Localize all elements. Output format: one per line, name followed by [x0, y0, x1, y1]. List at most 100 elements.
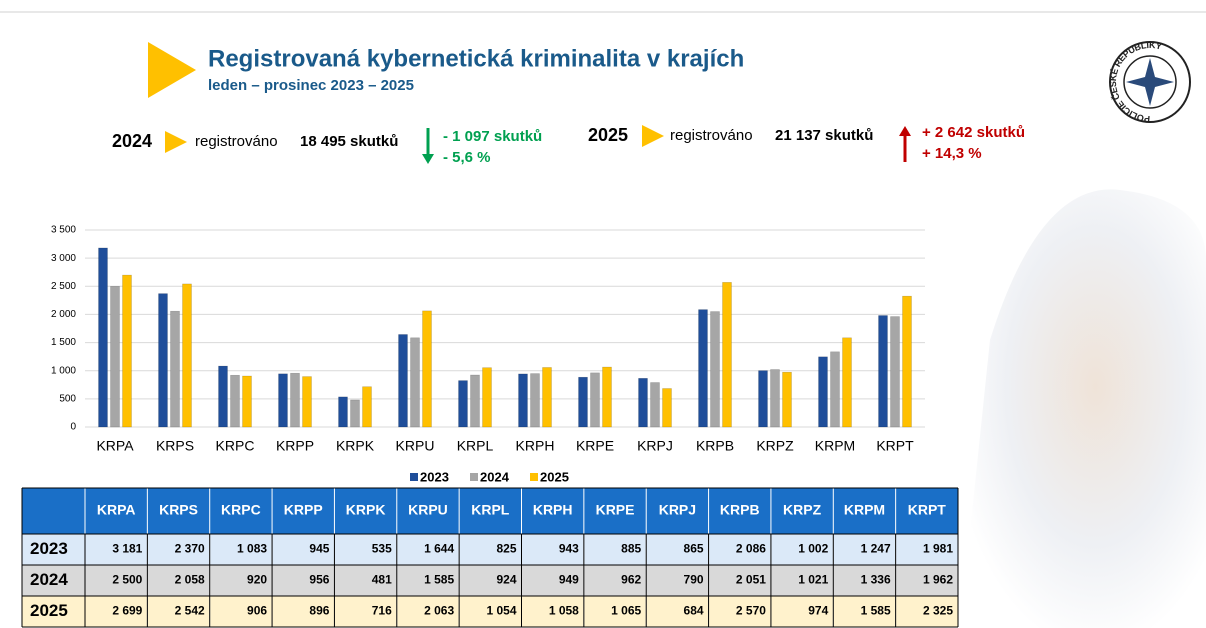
bar — [758, 370, 768, 428]
subtitle: leden – prosinec 2023 – 2025 — [208, 77, 414, 94]
table-cell: 1 962 — [923, 573, 953, 587]
summary-year: 2025 — [588, 125, 628, 145]
x-tick-label: KRPE — [576, 438, 614, 454]
bar — [530, 373, 540, 428]
bar — [458, 380, 468, 428]
legend-swatch — [530, 473, 538, 481]
summary-2024: 2024 registrováno 18 495 skutků - 1 097 … — [112, 128, 542, 166]
x-tick-label: KRPM — [815, 438, 855, 454]
table-cell: 1 585 — [861, 604, 891, 618]
bar — [818, 356, 828, 428]
table-cell: 1 054 — [486, 604, 516, 618]
bar — [578, 376, 588, 428]
table-cell: 1 247 — [861, 542, 891, 556]
table-cell: 1 644 — [424, 542, 454, 556]
table-cell: 481 — [372, 573, 392, 587]
table-cell: 2 500 — [112, 573, 142, 587]
x-tick-label: KRPP — [276, 438, 314, 454]
table-cell: 945 — [309, 542, 329, 556]
bar — [302, 376, 312, 428]
bar — [890, 316, 900, 428]
y-tick-label: 1 000 — [51, 365, 76, 376]
bar — [698, 309, 708, 428]
down-arrow-head — [422, 154, 434, 164]
bar — [398, 334, 408, 428]
bar — [110, 286, 120, 428]
summary-change: + 2 642 skutků — [922, 124, 1025, 141]
table-cell: 974 — [808, 604, 828, 618]
table-cell: 2 058 — [175, 573, 205, 587]
x-tick-label: KRPH — [516, 438, 555, 454]
x-tick-label: KRPL — [457, 438, 494, 454]
table-cell: 943 — [559, 542, 579, 556]
table-cell: 535 — [372, 542, 392, 556]
y-tick-label: 2 000 — [51, 309, 76, 320]
bar — [842, 337, 852, 428]
table-cell: 790 — [684, 573, 704, 587]
table-cell: 956 — [309, 573, 329, 587]
table-cell: 924 — [496, 573, 516, 587]
table-cell: 2 542 — [175, 604, 205, 618]
bar — [482, 367, 492, 428]
table-header-cell: KRPH — [533, 502, 573, 518]
title-triangle — [148, 42, 196, 98]
x-tick-label: KRPK — [336, 438, 375, 454]
table-header-cell: KRPC — [221, 502, 261, 518]
table-cell: 1 336 — [861, 573, 891, 587]
table-cell: 684 — [684, 604, 704, 618]
bar — [290, 372, 300, 428]
bar — [638, 378, 648, 428]
legend-label: 2024 — [480, 469, 510, 484]
bar — [722, 282, 732, 428]
table-header-cell: KRPU — [408, 502, 448, 518]
table-cell: 906 — [247, 604, 267, 618]
table-header-cell: KRPM — [844, 502, 885, 518]
y-tick-label: 0 — [70, 422, 76, 433]
bar — [602, 366, 612, 428]
table-row-label: 2023 — [30, 539, 68, 558]
table-cell: 1 002 — [798, 542, 828, 556]
bar — [902, 295, 912, 428]
table-cell: 2 063 — [424, 604, 454, 618]
summary-change-pct: - 5,6 % — [443, 149, 491, 166]
table-cell: 920 — [247, 573, 267, 587]
table-cell: 825 — [496, 542, 516, 556]
bar — [170, 310, 180, 428]
x-tick-label: KRPB — [696, 438, 734, 454]
bar — [470, 374, 480, 428]
table-cell: 949 — [559, 573, 579, 587]
x-tick-label: KRPZ — [756, 438, 794, 454]
table-header-cell: KRPL — [471, 502, 510, 518]
summary-change: - 1 097 skutků — [443, 128, 542, 145]
table-cell: 885 — [621, 542, 641, 556]
table-cell: 1 585 — [424, 573, 454, 587]
bar — [782, 371, 792, 428]
table-cell: 2 086 — [736, 542, 766, 556]
table-header-cell: KRPE — [596, 502, 635, 518]
table-cell: 1 021 — [798, 573, 828, 587]
bar — [518, 373, 528, 428]
photo-background — [960, 189, 1206, 628]
bar — [230, 374, 240, 428]
table-cell: 896 — [309, 604, 329, 618]
table-cell: 1 981 — [923, 542, 953, 556]
bar — [98, 247, 108, 428]
y-tick-label: 3 000 — [51, 253, 76, 264]
table-row-bg — [22, 534, 958, 565]
summary-2025: 2025 registrováno 21 137 skutků + 2 642 … — [588, 124, 1025, 162]
summary-text: registrováno — [195, 133, 278, 150]
table-cell: 2 325 — [923, 604, 953, 618]
bar — [362, 386, 372, 428]
table-cell: 1 083 — [237, 542, 267, 556]
title: Registrovaná kybernetická kriminalita v … — [208, 45, 744, 72]
bar — [590, 372, 600, 428]
table-header-cell: KRPA — [97, 502, 136, 518]
summary-year: 2024 — [112, 131, 152, 151]
bar — [122, 274, 132, 428]
table-cell: 2 051 — [736, 573, 766, 587]
table-row-label: 2025 — [30, 601, 68, 620]
table-cell: 1 065 — [611, 604, 641, 618]
table-cell: 962 — [621, 573, 641, 587]
table-cell: 3 181 — [112, 542, 142, 556]
